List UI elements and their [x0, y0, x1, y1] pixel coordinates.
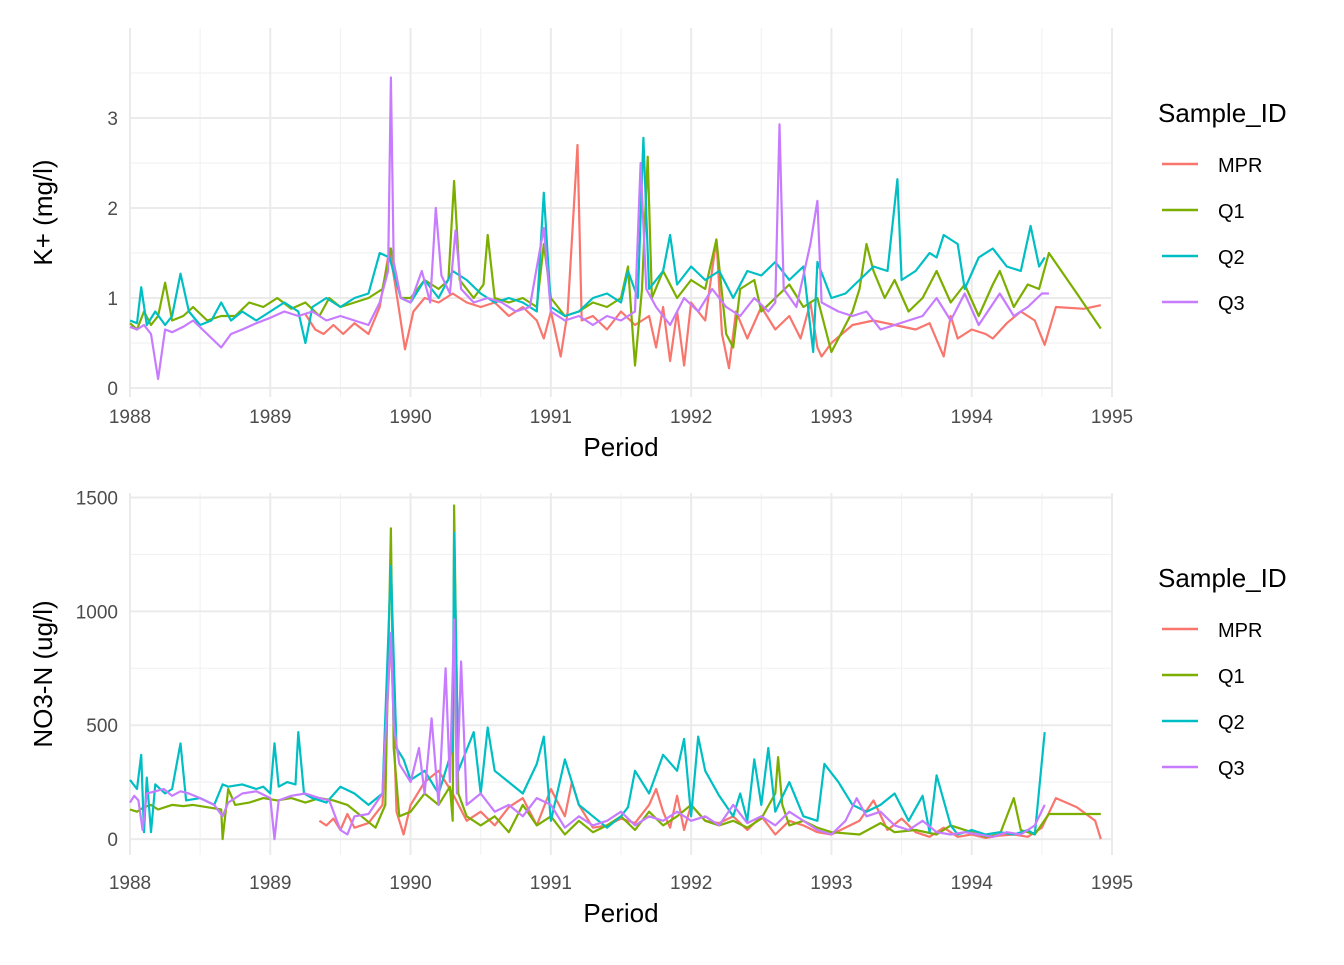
- x-tick-label: 1989: [249, 407, 291, 428]
- legend-label: Q1: [1218, 666, 1245, 688]
- legend-item-q1: Q1: [1162, 666, 1245, 688]
- minor-gridlines: [130, 493, 1112, 855]
- series-line-q3: [129, 76, 1049, 381]
- x-tick-label: 1992: [670, 407, 712, 428]
- x-tick-label: 1989: [249, 873, 291, 894]
- series-line-mpr: [318, 633, 1102, 840]
- x-tick-label: 1988: [109, 407, 151, 428]
- x-tick-label: 1992: [670, 873, 712, 894]
- series-line-mpr: [304, 143, 1102, 370]
- x-tick-label: 1990: [389, 873, 431, 894]
- legend: Sample_ID MPR Q1 Q2 Q3: [1158, 563, 1287, 780]
- x-tick-label: 1993: [810, 873, 852, 894]
- series-line-q3: [129, 618, 1046, 841]
- legend-item-q3: Q3: [1162, 293, 1245, 315]
- series-line-q1: [129, 504, 1101, 841]
- series-line-q1: [129, 155, 1102, 367]
- x-tick-label: 1993: [810, 407, 852, 428]
- y-tick-label: 3: [107, 109, 118, 130]
- x-tick-label: 1988: [109, 873, 151, 894]
- x-tick-label: 1990: [389, 407, 431, 428]
- y-tick-label: 1500: [76, 489, 118, 510]
- legend-item-q3: Q3: [1162, 758, 1245, 780]
- legend-label: Q2: [1218, 712, 1245, 734]
- legend: Sample_ID MPR Q1 Q2 Q3: [1158, 98, 1287, 315]
- legend-item-q1: Q1: [1162, 201, 1245, 223]
- legend-title: Sample_ID: [1158, 98, 1287, 128]
- x-tick-label: 1991: [530, 407, 572, 428]
- legend-item-q2: Q2: [1162, 712, 1245, 734]
- series-lines: [129, 76, 1102, 381]
- minor-gridlines: [130, 28, 1112, 397]
- series-line-q2: [129, 136, 1046, 354]
- x-tick-label: 1995: [1091, 873, 1133, 894]
- legend-label: Q3: [1218, 293, 1245, 315]
- y-tick-label: 0: [107, 379, 118, 400]
- series-lines: [129, 504, 1102, 841]
- y-tick-label: 500: [86, 716, 118, 737]
- legend-label: Q3: [1218, 758, 1245, 780]
- y-tick-label: 0: [107, 830, 118, 851]
- x-tick-labels: 1988 1989 1990 1991 1992 1993 1994 1995: [109, 407, 1133, 428]
- y-tick-label: 1000: [76, 602, 118, 623]
- x-axis-title: Period: [583, 432, 658, 462]
- legend-item-mpr: MPR: [1162, 620, 1262, 642]
- y-tick-label: 1: [107, 289, 118, 310]
- y-tick-labels: 0 1 2 3: [107, 109, 118, 400]
- x-tick-label: 1995: [1091, 407, 1133, 428]
- x-tick-label: 1994: [951, 407, 994, 428]
- legend-label: Q2: [1218, 247, 1245, 269]
- major-gridlines: [129, 28, 1113, 397]
- x-tick-label: 1991: [530, 873, 572, 894]
- legend-item-q2: Q2: [1162, 247, 1245, 269]
- major-gridlines: [129, 493, 1113, 855]
- legend-title: Sample_ID: [1158, 563, 1287, 593]
- legend-label: Q1: [1218, 201, 1245, 223]
- series-line-q2: [129, 531, 1046, 836]
- x-axis-title: Period: [583, 898, 658, 928]
- y-tick-labels: 0 500 1000 1500: [76, 489, 118, 852]
- x-tick-labels: 1988 1989 1990 1991 1992 1993 1994 1995: [109, 873, 1133, 894]
- x-tick-label: 1994: [951, 873, 994, 894]
- potassium-panel: 1988 1989 1990 1991 1992 1993 1994 1995 0 1 2 3 Peri…: [28, 28, 1287, 462]
- legend-item-mpr: MPR: [1162, 155, 1262, 177]
- y-axis-title: NO3-N (ug/l): [28, 600, 58, 747]
- nitrate-panel: 1988 1989 1990 1991 1992 1993 1994 1995 0 500 1000…: [28, 489, 1287, 928]
- y-tick-label: 2: [107, 199, 118, 220]
- y-axis-title: K+ (mg/l): [28, 159, 58, 265]
- legend-label: MPR: [1218, 155, 1262, 177]
- legend-label: MPR: [1218, 620, 1262, 642]
